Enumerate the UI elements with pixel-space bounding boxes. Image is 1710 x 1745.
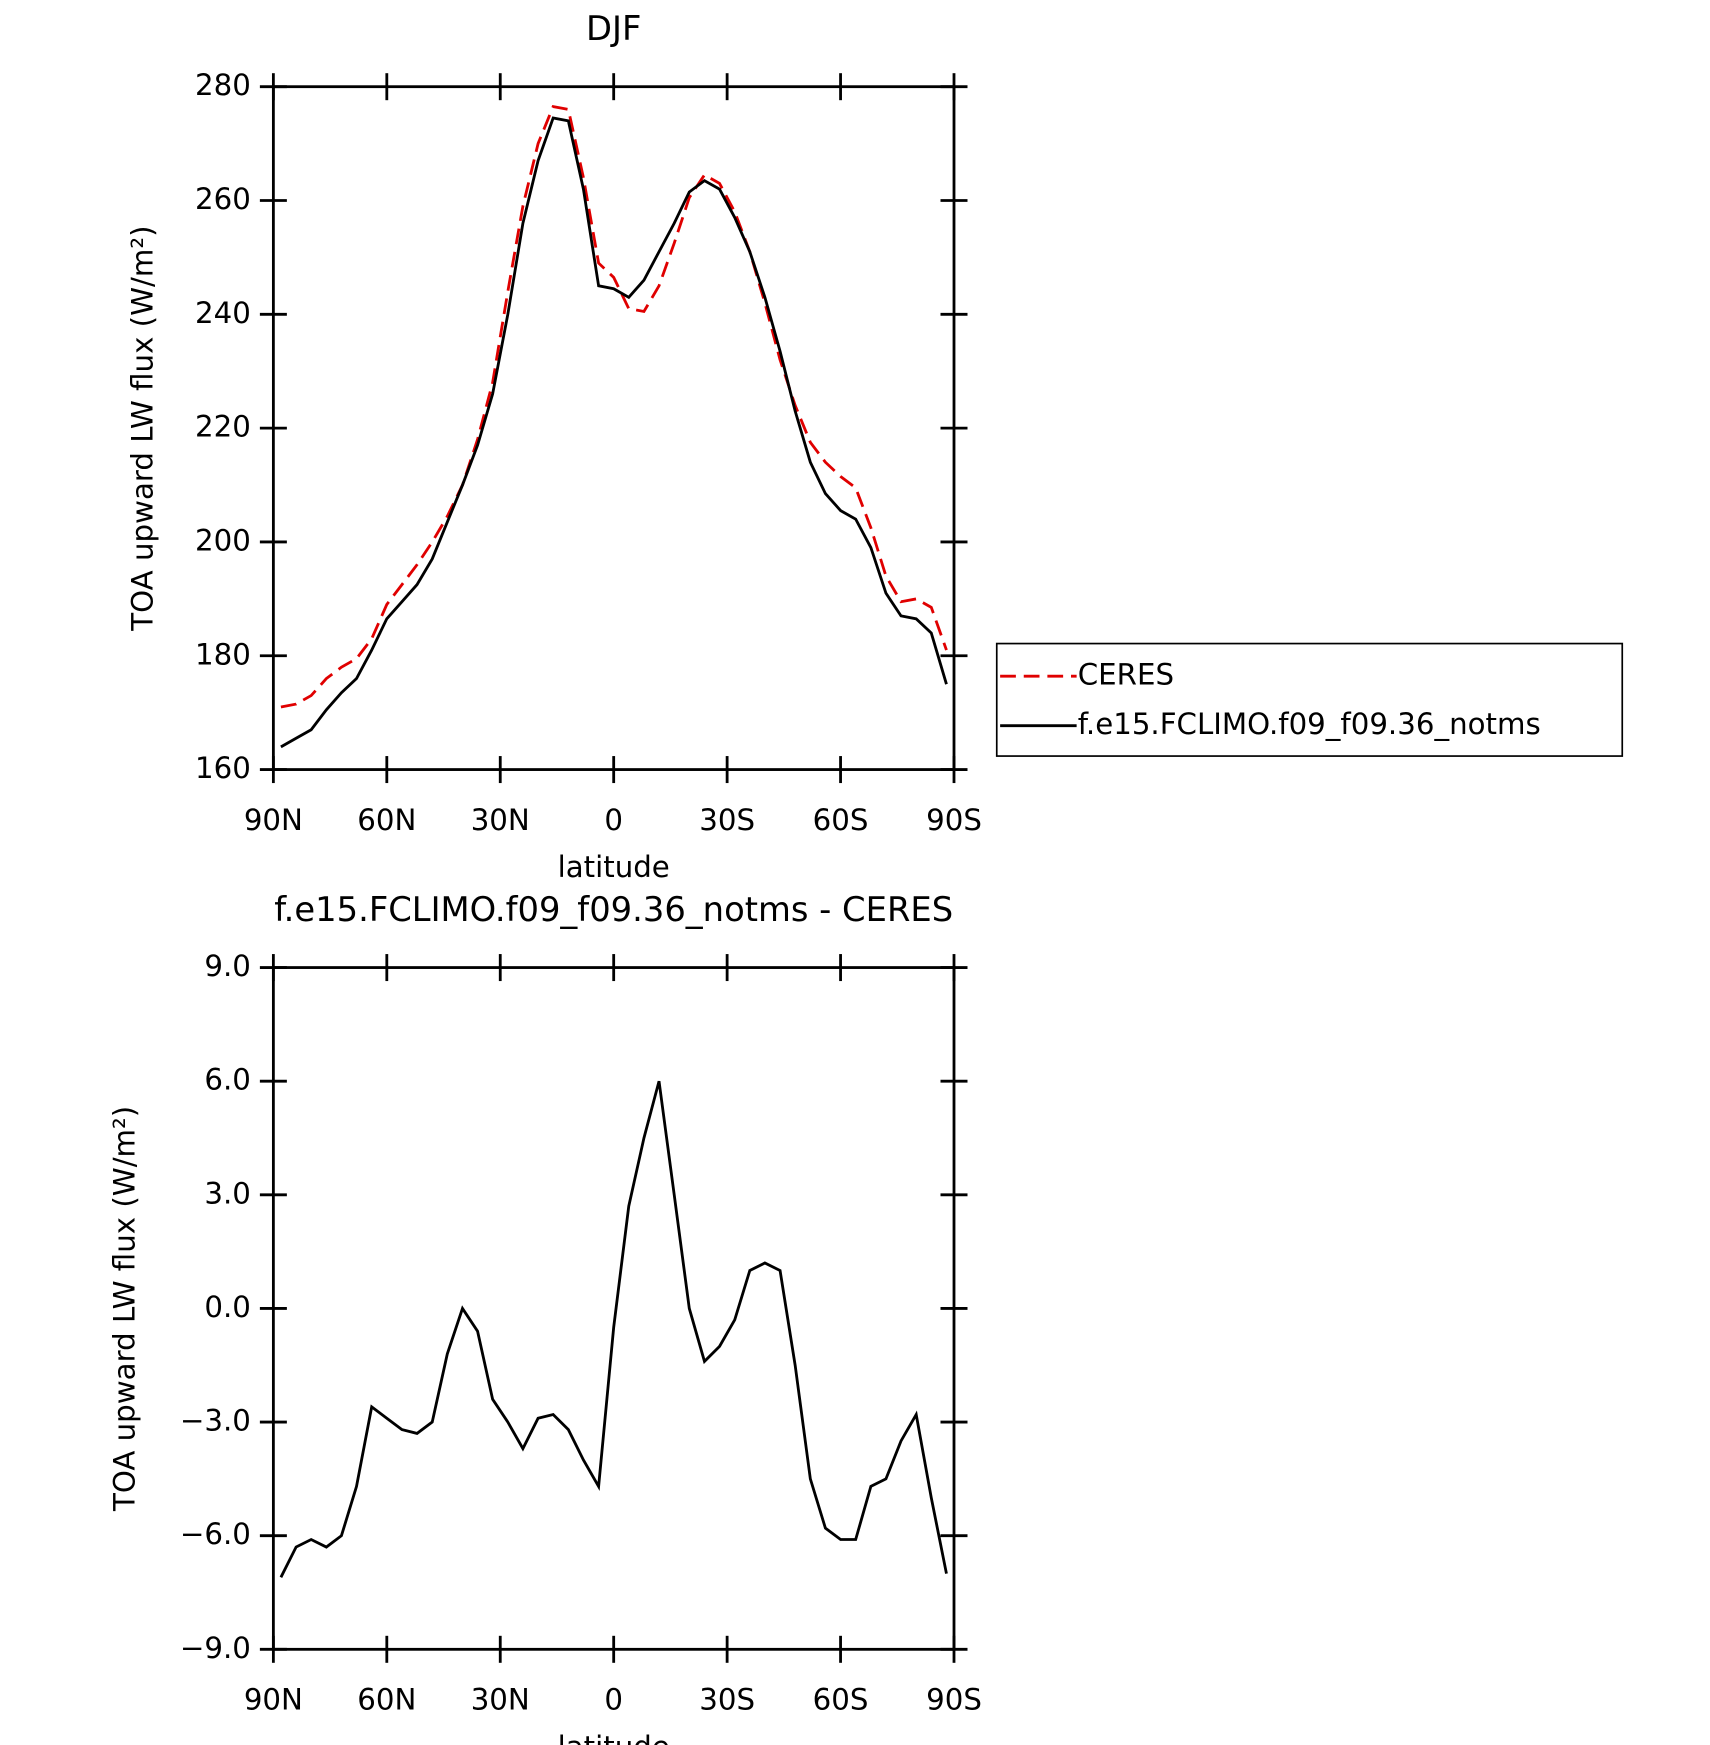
x-tick-label: 60N: [357, 1683, 416, 1717]
x-axis-label: latitude: [558, 1730, 670, 1745]
plot-frame: [271, 966, 956, 1651]
x-tick-label: 30N: [471, 1683, 530, 1717]
data-line: [280, 105, 948, 709]
y-tick-label: −3.0: [180, 1404, 251, 1438]
y-tick-label: −6.0: [180, 1517, 251, 1551]
legend-label: f.e15.FCLIMO.f09_f09.36_notms: [1078, 707, 1541, 741]
x-tick-label: 30S: [699, 803, 755, 837]
x-tick-label: 0: [604, 803, 623, 837]
y-tick-label: 220: [195, 410, 251, 444]
y-tick-label: 6.0: [204, 1063, 251, 1097]
x-tick-label: 90N: [244, 1683, 303, 1717]
y-tick-label: 200: [195, 523, 251, 557]
x-tick-label: 30N: [471, 803, 530, 837]
chart-title: f.e15.FCLIMO.f09_f09.36_notms - CERES: [274, 890, 953, 929]
chart-title: DJF: [586, 9, 641, 48]
x-tick-label: 90S: [926, 1683, 982, 1717]
x-tick-label: 30S: [699, 1683, 755, 1717]
y-tick-label: 3.0: [204, 1176, 251, 1210]
y-tick-label: 180: [195, 637, 251, 671]
legend-label: CERES: [1078, 658, 1174, 692]
y-tick-label: −9.0: [180, 1631, 251, 1665]
plot-frame: [271, 85, 956, 771]
y-tick-label: 280: [195, 68, 251, 102]
x-axis-label: latitude: [558, 850, 670, 884]
y-tick-label: 240: [195, 296, 251, 330]
y-tick-label: 0.0: [204, 1290, 251, 1324]
y-axis-label: TOA upward LW flux (W/m²): [107, 1106, 141, 1512]
x-tick-label: 0: [604, 1683, 623, 1717]
x-tick-label: 90N: [244, 803, 303, 837]
y-tick-label: 9.0: [204, 949, 251, 983]
y-tick-label: 160: [195, 751, 251, 785]
data-line: [280, 116, 948, 749]
y-axis-label: TOA upward LW flux (W/m²): [126, 226, 160, 632]
x-tick-label: 60S: [813, 1683, 869, 1717]
x-tick-label: 60N: [357, 803, 416, 837]
legend-box: [995, 642, 1624, 757]
x-tick-label: 90S: [926, 803, 982, 837]
y-tick-label: 260: [195, 182, 251, 216]
data-line: [279, 1080, 948, 1578]
x-tick-label: 60S: [813, 803, 869, 837]
